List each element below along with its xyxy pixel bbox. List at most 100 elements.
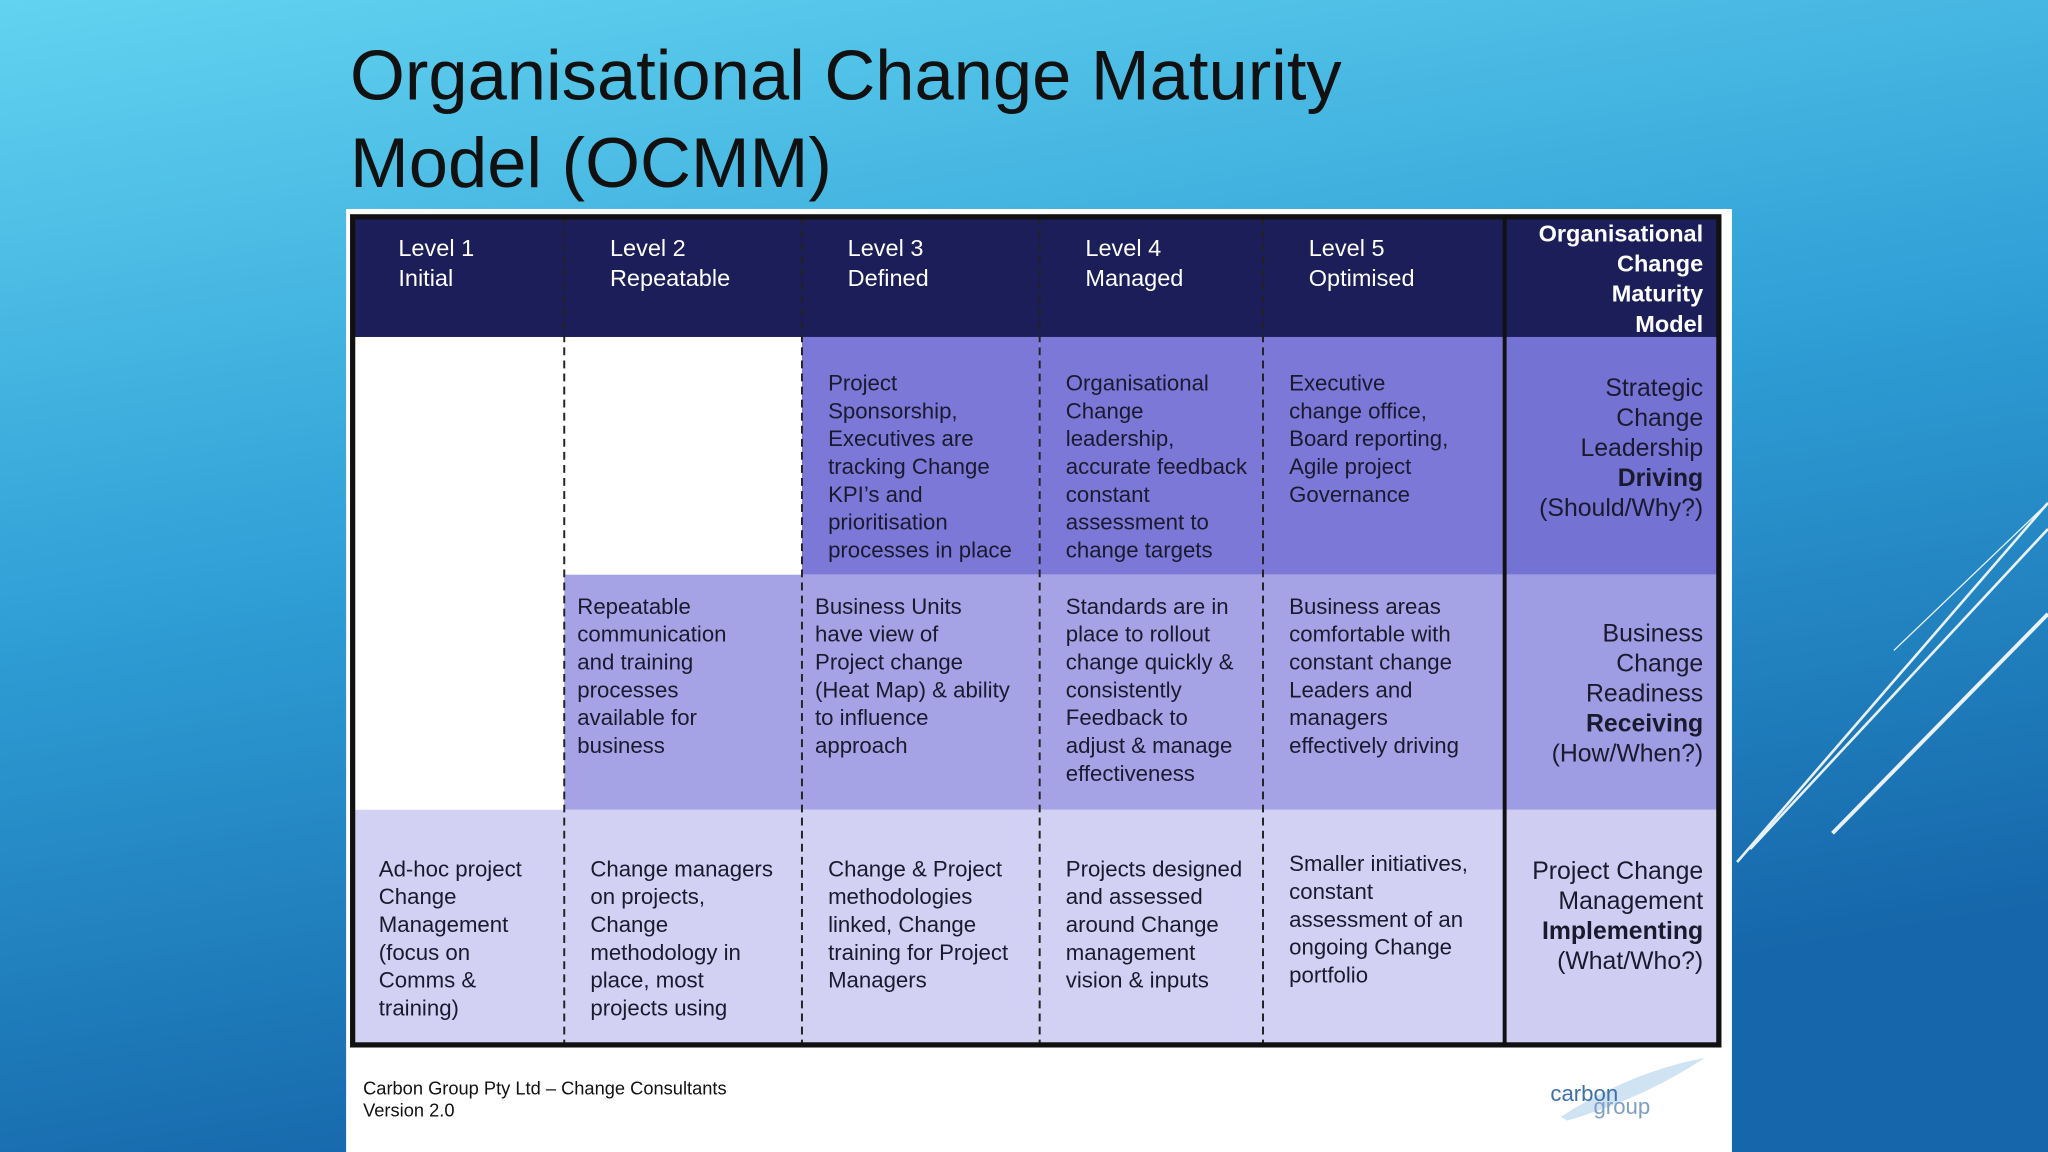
cell-text: have view of	[815, 622, 939, 647]
cell-text: Sponsorship,	[828, 398, 958, 423]
cell-text: and training	[577, 650, 693, 675]
cell-text: portfolio	[1289, 962, 1368, 987]
cell-text: Change & Project	[828, 856, 1002, 881]
cell-text: projects using	[590, 996, 727, 1021]
header-label: Level 5	[1309, 235, 1385, 261]
cell	[1263, 336, 1505, 575]
cell-text: Comms &	[379, 968, 477, 993]
cell-text: communication	[577, 622, 726, 647]
cell-text: tracking Change	[828, 454, 990, 479]
cell-text: Smaller initiatives,	[1289, 851, 1468, 876]
footer-text: Carbon Group Pty Ltd – Change Consultant…	[363, 1078, 727, 1099]
cell-text: change quickly &	[1066, 650, 1234, 675]
logo-text: carbon	[1550, 1081, 1618, 1106]
side-emphasis: Receiving	[1586, 710, 1703, 737]
cell	[1263, 809, 1505, 1045]
cell-text: Change	[379, 884, 457, 909]
cell-text: prioritisation	[828, 510, 948, 535]
cell-text: adjust & manage	[1066, 733, 1233, 758]
cell-text: Project change	[815, 650, 963, 675]
slide-title: Model (OCMM)	[350, 123, 832, 202]
cell-text: around Change	[1066, 912, 1219, 937]
cell-text: change targets	[1066, 537, 1213, 562]
cell	[352, 809, 565, 1045]
side-cell	[1504, 574, 1719, 810]
cell-text: Business Units	[815, 594, 962, 619]
cell-text: Project	[828, 371, 897, 396]
cell-text: methodology in	[590, 940, 740, 965]
cell-text: Board reporting,	[1289, 426, 1448, 451]
cell	[1039, 336, 1264, 575]
cell-text: Ad-hoc project	[379, 856, 522, 881]
cell-text: Agile project	[1289, 454, 1411, 479]
side-text: Change	[1616, 405, 1703, 432]
cell-text: ongoing Change	[1289, 935, 1452, 960]
side-text: Management	[1558, 888, 1703, 915]
cell-text: Change managers	[590, 856, 773, 881]
side-header-label: Maturity	[1612, 281, 1703, 307]
cell-text: training)	[379, 996, 459, 1021]
cell-text: place to rollout	[1066, 622, 1210, 647]
side-cell	[1504, 809, 1719, 1045]
slide-title: Organisational Change Maturity	[350, 35, 1342, 114]
side-text: Leadership	[1580, 435, 1703, 462]
cell-text: (focus on	[379, 940, 470, 965]
cell-text: Change	[1066, 398, 1144, 423]
side-text: (What/Who?)	[1557, 948, 1703, 975]
cell-text: Business areas	[1289, 594, 1441, 619]
cell-text: (Heat Map) & ability	[815, 677, 1011, 702]
header-label: Level 2	[610, 235, 686, 261]
header-label: Level 4	[1085, 235, 1161, 261]
decor-lines	[1736, 502, 2048, 863]
cell	[1263, 574, 1505, 810]
header-label: Level 1	[398, 235, 474, 261]
side-text: Strategic	[1605, 375, 1703, 402]
cell-text: managers	[1289, 705, 1388, 730]
cell-text: Executives are	[828, 426, 974, 451]
side-text: Readiness	[1586, 680, 1703, 707]
cell	[801, 574, 1040, 810]
cell-text: place, most	[590, 968, 703, 993]
cell-text: assessment to	[1066, 510, 1209, 535]
side-emphasis: Implementing	[1542, 918, 1703, 945]
cell-text: available for	[577, 705, 697, 730]
logo-text: group	[1593, 1094, 1650, 1119]
cell-text: approach	[815, 733, 908, 758]
cell-text: accurate feedback	[1066, 454, 1248, 479]
header-label: Repeatable	[610, 265, 730, 291]
side-header-label: Change	[1617, 251, 1703, 277]
cell-text: methodologies	[828, 884, 972, 909]
cell-text: leadership,	[1066, 426, 1175, 451]
cell-text: and assessed	[1066, 884, 1203, 909]
side-emphasis: Driving	[1618, 465, 1703, 492]
side-text: Project Change	[1532, 858, 1703, 885]
side-header-label: Model	[1635, 311, 1703, 337]
cell-text: Governance	[1289, 482, 1410, 507]
cell-text: Projects designed	[1066, 856, 1242, 881]
footer-text: Version 2.0	[363, 1100, 454, 1121]
cell-text: processes	[577, 677, 678, 702]
cell-text: constant	[1289, 879, 1373, 904]
cell	[1039, 574, 1264, 810]
cell-text: assessment of an	[1289, 907, 1463, 932]
cell	[801, 336, 1040, 575]
side-text: Business	[1603, 620, 1704, 647]
cell-text: Feedback to	[1066, 705, 1188, 730]
cell-text: Executive	[1289, 371, 1385, 396]
cell-text: linked, Change	[828, 912, 976, 937]
cell-text: management	[1066, 940, 1196, 965]
cell-text: comfortable with	[1289, 622, 1451, 647]
cell-text: Standards are in	[1066, 594, 1229, 619]
cell	[801, 809, 1040, 1045]
cell-text: processes in place	[828, 537, 1012, 562]
cell-text: consistently	[1066, 677, 1183, 702]
cell-text: KPI’s and	[828, 482, 923, 507]
cell-text: effectiveness	[1066, 761, 1195, 786]
content: Organisational Change Maturity Model (OCM…	[350, 35, 1722, 1121]
header-label: Optimised	[1309, 265, 1415, 291]
header-label: Managed	[1085, 265, 1183, 291]
header-label: Initial	[398, 265, 453, 291]
logo-swoosh	[1560, 1057, 1705, 1121]
cell	[564, 809, 802, 1045]
